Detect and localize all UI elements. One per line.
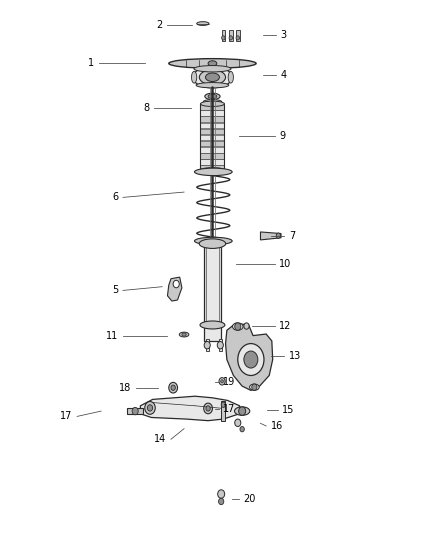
Circle shape	[204, 342, 210, 349]
Bar	[204, 241, 221, 341]
Ellipse shape	[182, 333, 186, 336]
Ellipse shape	[197, 22, 209, 26]
Circle shape	[171, 385, 175, 390]
Ellipse shape	[191, 71, 197, 83]
Ellipse shape	[205, 73, 219, 82]
Ellipse shape	[228, 71, 233, 83]
Bar	[206, 340, 209, 351]
Circle shape	[240, 426, 244, 432]
Text: 15: 15	[283, 405, 295, 415]
Circle shape	[235, 323, 241, 330]
Circle shape	[229, 36, 233, 40]
Circle shape	[218, 490, 225, 498]
Text: 3: 3	[280, 30, 286, 41]
Bar	[201, 153, 224, 159]
Text: 12: 12	[279, 321, 292, 331]
Text: 5: 5	[112, 286, 119, 295]
Ellipse shape	[250, 384, 259, 390]
Ellipse shape	[193, 67, 232, 88]
Ellipse shape	[194, 168, 232, 175]
Circle shape	[239, 407, 246, 415]
Ellipse shape	[208, 61, 217, 66]
Bar	[222, 30, 225, 41]
Ellipse shape	[205, 93, 220, 100]
Bar	[201, 123, 224, 128]
Bar	[201, 159, 224, 165]
Circle shape	[132, 407, 138, 415]
Polygon shape	[226, 324, 273, 390]
Bar	[219, 340, 222, 351]
Circle shape	[169, 382, 177, 393]
Circle shape	[217, 342, 223, 349]
Text: 6: 6	[113, 192, 119, 203]
Ellipse shape	[169, 59, 256, 68]
Text: 8: 8	[143, 103, 149, 113]
Bar	[201, 128, 224, 134]
Text: 16: 16	[271, 421, 283, 431]
Circle shape	[148, 405, 152, 411]
Circle shape	[145, 401, 155, 414]
Polygon shape	[141, 396, 240, 421]
Circle shape	[219, 377, 225, 385]
Bar	[201, 165, 224, 171]
Bar	[201, 135, 224, 140]
Ellipse shape	[199, 167, 226, 174]
Ellipse shape	[208, 94, 217, 99]
Text: 11: 11	[106, 330, 119, 341]
Polygon shape	[261, 232, 281, 240]
Bar	[201, 141, 224, 147]
Circle shape	[222, 36, 225, 40]
Bar	[201, 147, 224, 152]
Text: 4: 4	[280, 70, 286, 80]
Text: 10: 10	[279, 259, 292, 269]
Circle shape	[204, 403, 212, 414]
Ellipse shape	[194, 66, 231, 72]
Text: 13: 13	[289, 351, 301, 361]
Text: 7: 7	[289, 231, 295, 241]
Text: 19: 19	[223, 377, 236, 387]
Circle shape	[221, 402, 226, 407]
Bar	[236, 30, 240, 41]
Ellipse shape	[201, 101, 224, 107]
Bar	[229, 30, 233, 41]
Circle shape	[244, 323, 249, 329]
Circle shape	[276, 233, 281, 238]
Ellipse shape	[233, 323, 243, 330]
Bar	[201, 104, 224, 171]
Circle shape	[206, 406, 210, 411]
Bar	[127, 408, 144, 414]
Ellipse shape	[203, 100, 222, 104]
Ellipse shape	[196, 83, 229, 88]
Text: 18: 18	[120, 383, 132, 393]
Text: 9: 9	[279, 131, 286, 141]
Text: 14: 14	[154, 434, 166, 445]
Circle shape	[235, 419, 241, 426]
Ellipse shape	[200, 321, 225, 329]
Text: 20: 20	[243, 494, 255, 504]
Bar	[201, 104, 224, 110]
Bar	[201, 110, 224, 116]
Bar	[221, 401, 225, 421]
Ellipse shape	[199, 239, 226, 248]
Text: 1: 1	[88, 59, 95, 68]
Circle shape	[244, 351, 258, 368]
Circle shape	[238, 344, 264, 375]
Circle shape	[236, 36, 240, 40]
Ellipse shape	[179, 332, 189, 337]
Text: 17: 17	[223, 404, 236, 414]
Ellipse shape	[199, 70, 226, 85]
Ellipse shape	[194, 237, 232, 245]
Circle shape	[219, 498, 224, 505]
Circle shape	[173, 280, 179, 288]
Text: 17: 17	[60, 411, 73, 422]
Circle shape	[252, 384, 257, 390]
Ellipse shape	[234, 407, 250, 415]
Polygon shape	[167, 277, 182, 301]
Circle shape	[221, 379, 223, 383]
Text: 2: 2	[156, 20, 162, 30]
Bar	[201, 117, 224, 122]
